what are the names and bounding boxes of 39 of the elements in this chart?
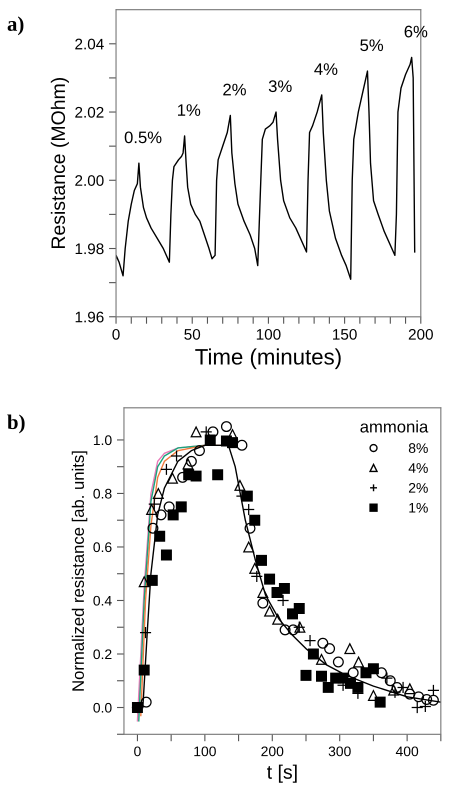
legend-label: 2% (408, 482, 428, 493)
x-tick-label: 200 (408, 328, 433, 340)
annotation: 6% (404, 26, 428, 38)
x-axis-title: t [s] (267, 764, 297, 783)
y-tick-label: 2.00 (75, 175, 104, 186)
annotation: 1% (178, 104, 200, 116)
chart-title: a) (8, 16, 24, 36)
x-tick-label: 300 (328, 746, 351, 756)
annotation: 0.5% (124, 131, 162, 144)
x-tick-label: 400 (396, 746, 418, 756)
y-tick-label: 2.02 (75, 106, 104, 118)
x-tick-label: 50 (184, 328, 200, 340)
annotation: 4% (314, 63, 338, 75)
legend-label: 1% (409, 502, 428, 513)
legend-label: 8% (408, 443, 428, 454)
y-tick-label: 1.0 (94, 435, 112, 446)
annotation: 2% (223, 84, 246, 96)
x-tick-label: 200 (261, 746, 284, 756)
y-tick-label: 2.04 (75, 38, 104, 50)
x-tick-label: 150 (333, 328, 357, 340)
x-tick-label: 0 (112, 328, 120, 340)
y-tick-label: 0.4 (93, 596, 112, 606)
legend-label: 4% (408, 463, 428, 473)
x-tick-label: 100 (194, 746, 216, 756)
y-tick-label: 1.96 (76, 312, 104, 322)
x-axis-title: Time (minutes) (195, 348, 341, 370)
y-tick-label: 0.2 (93, 649, 112, 660)
legend-title: ammonia (360, 420, 428, 433)
x-tick-label: 100 (256, 328, 281, 340)
y-tick-label: 0.0 (93, 702, 112, 713)
chart-title: b) (7, 414, 25, 434)
y-axis-title: Resistance (MOhm) (50, 78, 69, 248)
annotation: 5% (360, 39, 384, 52)
y-axis-title: Normalized resistance [ab. units] (72, 451, 88, 691)
y-tick-label: 0.6 (93, 542, 112, 552)
annotation: 3% (268, 80, 292, 92)
x-tick-label: 0 (134, 746, 141, 756)
y-tick-label: 1.98 (76, 243, 104, 254)
y-tick-label: 0.8 (93, 488, 112, 499)
